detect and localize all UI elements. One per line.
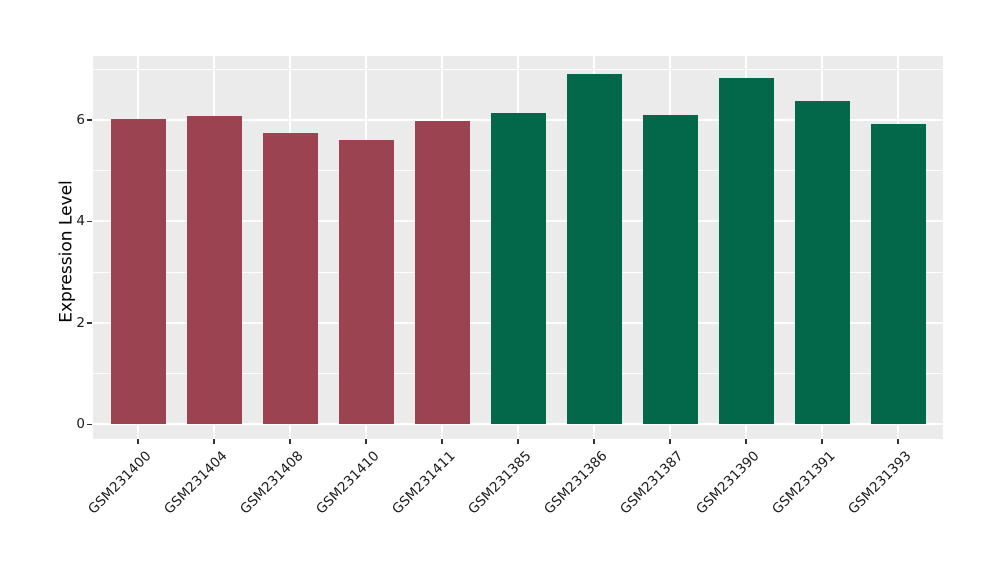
y-tick-label: 4 (76, 213, 85, 230)
bar-GSM231408 (262, 133, 318, 425)
x-tick-label-GSM231393: GSM231393 (844, 448, 915, 518)
bar-GSM231411 (414, 121, 470, 425)
x-tick-mark (365, 439, 367, 444)
x-tick-label-GSM231404: GSM231404 (160, 448, 231, 518)
x-tick-label-GSM231410: GSM231410 (312, 448, 383, 518)
bar-GSM231387 (642, 114, 698, 425)
x-tick-label-GSM231387: GSM231387 (616, 448, 687, 518)
x-tick-label-GSM231390: GSM231390 (692, 448, 763, 518)
bar-GSM231404 (186, 116, 242, 425)
y-tick-label: 0 (76, 416, 85, 433)
x-tick-mark (137, 439, 139, 444)
bar-GSM231391 (794, 100, 850, 425)
y-tick-label: 6 (76, 111, 85, 128)
y-tick-mark (87, 119, 92, 121)
bar-GSM231400 (110, 119, 166, 425)
x-tick-mark (745, 439, 747, 444)
bar-GSM231390 (718, 77, 774, 425)
y-axis-label: Expression Level (56, 180, 77, 323)
x-tick-mark (821, 439, 823, 444)
x-tick-mark (593, 439, 595, 444)
bar-GSM231385 (490, 112, 546, 425)
y-tick-label: 2 (76, 314, 85, 331)
y-tick-mark (87, 423, 92, 425)
x-tick-mark (517, 439, 519, 444)
bar-GSM231386 (566, 73, 622, 425)
x-tick-label-GSM231391: GSM231391 (768, 448, 839, 518)
x-tick-mark (897, 439, 899, 444)
x-tick-label-GSM231408: GSM231408 (236, 448, 307, 518)
x-tick-mark (669, 439, 671, 444)
x-tick-mark (289, 439, 291, 444)
x-tick-label-GSM231386: GSM231386 (540, 448, 611, 518)
x-tick-mark (213, 439, 215, 444)
bar-GSM231410 (338, 140, 394, 425)
plot-panel (93, 56, 943, 439)
x-tick-label-GSM231385: GSM231385 (464, 448, 535, 518)
x-tick-label-GSM231411: GSM231411 (388, 448, 459, 518)
y-tick-mark (87, 220, 92, 223)
x-tick-mark (441, 439, 443, 444)
x-tick-label-GSM231400: GSM231400 (84, 448, 155, 518)
bar-GSM231393 (870, 123, 926, 425)
y-tick-mark (87, 322, 92, 324)
